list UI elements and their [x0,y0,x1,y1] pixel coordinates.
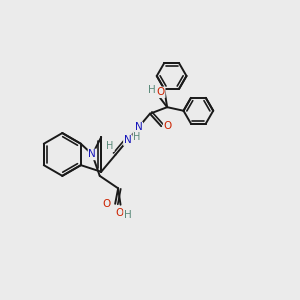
Text: H: H [124,210,132,220]
Text: H: H [106,141,114,152]
Text: H: H [133,132,141,142]
Text: O: O [103,199,111,209]
Text: O: O [157,87,165,97]
Text: N: N [135,122,142,132]
Text: N: N [88,149,96,160]
Text: O: O [115,208,123,218]
Text: N: N [124,135,132,145]
Text: H: H [148,85,156,95]
Text: O: O [164,121,172,131]
